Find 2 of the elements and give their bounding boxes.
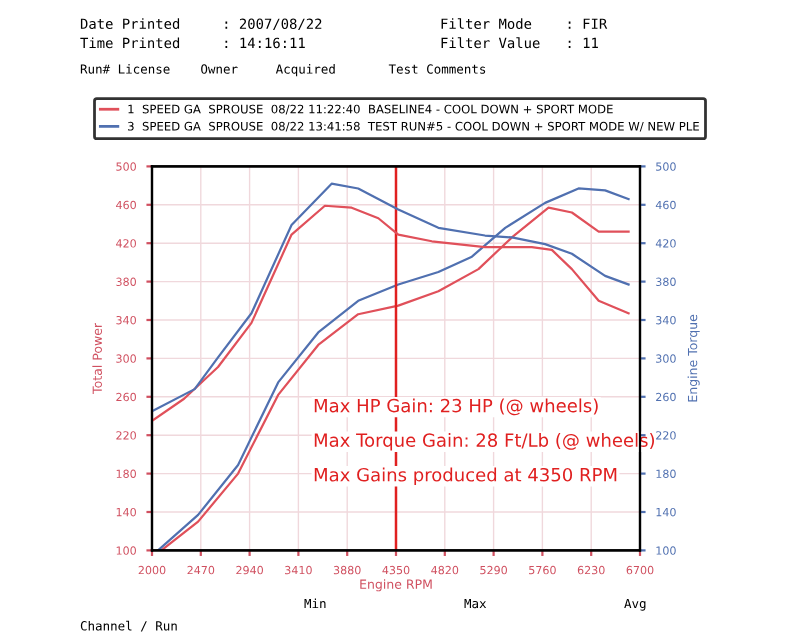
annotation: Max Gains produced at 4350 RPM: [314, 467, 617, 486]
annotation: Max HP Gain: 23 HP (@ wheels): [314, 398, 598, 416]
